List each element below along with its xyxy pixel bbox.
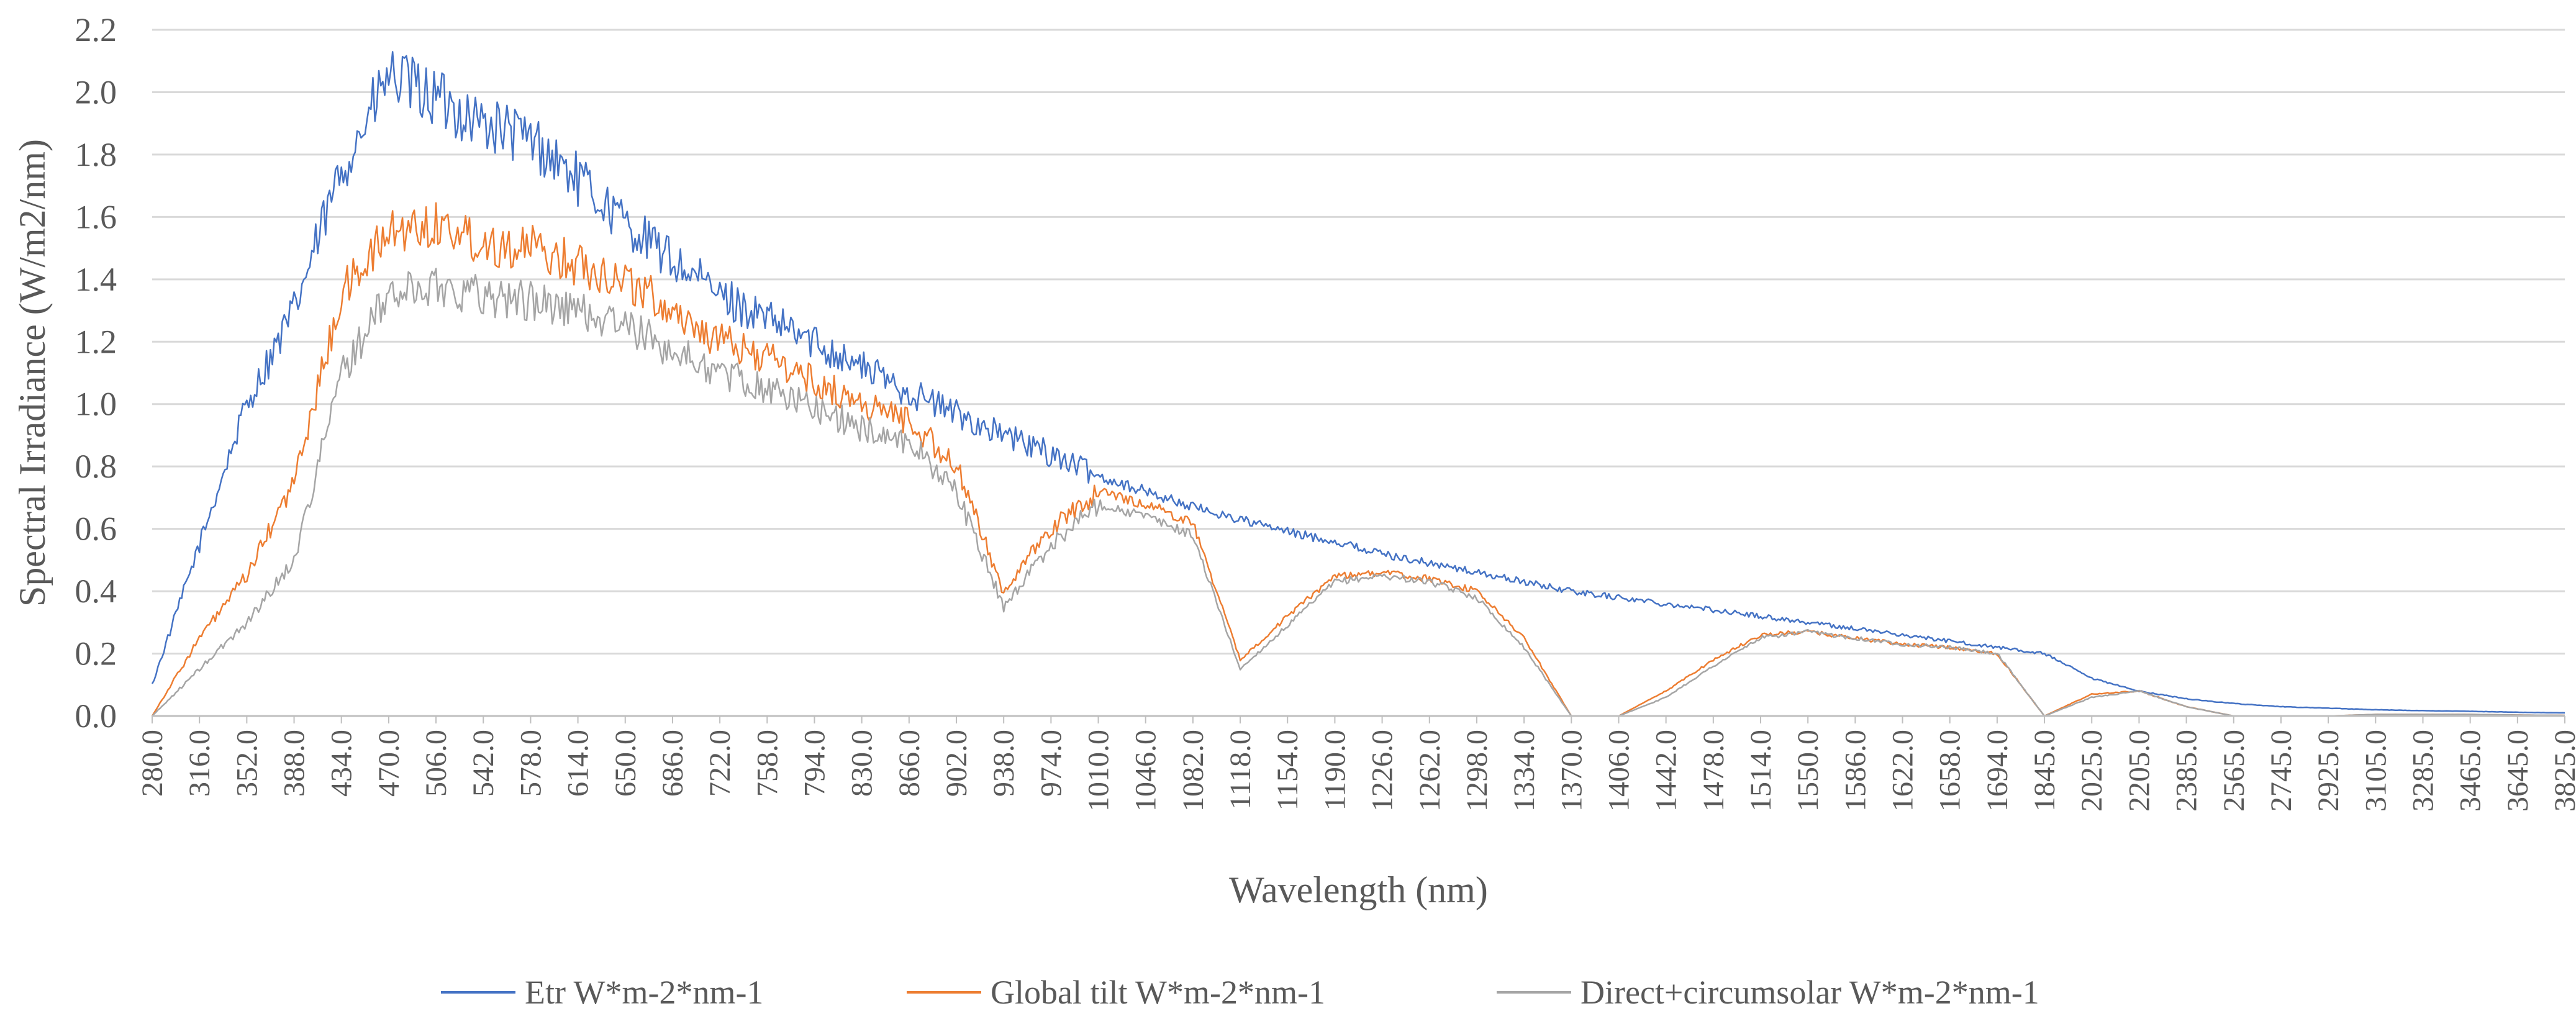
x-tick-label: 434.0 xyxy=(325,730,358,797)
x-tick-label: 830.0 xyxy=(846,730,879,797)
x-tick-label: 686.0 xyxy=(656,730,689,797)
series-line xyxy=(151,51,2565,714)
x-tick-label: 2385.0 xyxy=(2170,730,2203,812)
x-tick-label: 758.0 xyxy=(751,730,784,797)
x-tick-label: 1845.0 xyxy=(2028,730,2061,812)
x-tick-label: 1658.0 xyxy=(1934,730,1967,812)
x-tick-label: 1478.0 xyxy=(1697,730,1730,812)
x-tick-label: 3645.0 xyxy=(2501,730,2534,812)
y-tick-label: 2.2 xyxy=(75,11,117,48)
y-tick-label: 1.0 xyxy=(75,386,117,423)
x-tick-label: 470.0 xyxy=(373,730,406,797)
x-tick-label: 1550.0 xyxy=(1792,730,1825,812)
legend: Etr W*m-2*nm-1 Global tilt W*m-2*nm-1 Dire… xyxy=(441,974,2039,1011)
x-tick-label: 3825.0 xyxy=(2549,730,2576,812)
x-tick-label: 1514.0 xyxy=(1744,730,1777,812)
gridlines xyxy=(152,29,2565,655)
x-tick-label: 280.0 xyxy=(136,730,169,797)
x-tick-label: 614.0 xyxy=(562,730,595,797)
x-tick-label: 1586.0 xyxy=(1839,730,1872,812)
x-tick-label: 1118.0 xyxy=(1224,730,1257,809)
x-tick-label: 1370.0 xyxy=(1555,730,1588,812)
series-lines xyxy=(151,51,2565,717)
y-tick-label: 1.4 xyxy=(75,261,117,298)
y-tick-label: 0.2 xyxy=(75,635,117,673)
x-tick-label: 578.0 xyxy=(514,730,547,797)
x-tick-label: 1082.0 xyxy=(1177,730,1210,812)
x-tick-label: 650.0 xyxy=(609,730,642,797)
x-tick-label: 866.0 xyxy=(893,730,926,797)
y-tick-label: 2.0 xyxy=(75,73,117,111)
x-tick-label: 722.0 xyxy=(704,730,737,797)
x-tick-label: 1334.0 xyxy=(1508,730,1541,812)
y-tick-label: 0.6 xyxy=(75,510,117,548)
y-tick-label: 0.8 xyxy=(75,448,117,485)
x-tick-label: 506.0 xyxy=(420,730,453,797)
x-tick-label: 3105.0 xyxy=(2359,730,2392,812)
y-tick-label: 0.0 xyxy=(75,697,117,735)
x-tick-label: 2565.0 xyxy=(2218,730,2251,812)
y-tick-label: 0.4 xyxy=(75,573,117,610)
x-tick-label: 2025.0 xyxy=(2075,730,2108,812)
x-axis-ticks: 280.0 316.0 352.0 388.0 434.0 470.0 506.0 542.0… xyxy=(136,716,2576,812)
x-tick-label: 1190.0 xyxy=(1318,730,1351,810)
y-axis-ticks: 0.0 0.2 0.4 0.6 0.8 1.0 1.2 1.4 1.6 1.8 2.0 2.2 xyxy=(75,11,117,735)
x-tick-label: 1406.0 xyxy=(1602,730,1635,812)
x-tick-label: 2925.0 xyxy=(2312,730,2345,812)
x-tick-label: 1154.0 xyxy=(1271,730,1304,810)
legend-label: Direct+circumsolar W*m-2*nm-1 xyxy=(1581,974,2039,1011)
x-tick-label: 1262.0 xyxy=(1413,730,1446,812)
x-tick-label: 1010.0 xyxy=(1082,730,1115,812)
x-tick-label: 938.0 xyxy=(987,730,1020,797)
x-tick-label: 316.0 xyxy=(183,730,216,797)
x-tick-label: 1226.0 xyxy=(1366,730,1399,812)
y-tick-label: 1.6 xyxy=(75,198,117,235)
y-tick-label: 1.8 xyxy=(75,136,117,173)
x-tick-label: 352.0 xyxy=(230,730,263,797)
x-tick-label: 1622.0 xyxy=(1887,730,1920,812)
x-tick-label: 3285.0 xyxy=(2406,730,2439,812)
x-tick-label: 1298.0 xyxy=(1461,730,1494,812)
x-tick-label: 1442.0 xyxy=(1650,730,1683,812)
y-tick-label: 1.2 xyxy=(75,323,117,360)
x-tick-label: 1046.0 xyxy=(1130,730,1163,812)
x-tick-label: 542.0 xyxy=(467,730,500,797)
x-tick-label: 974.0 xyxy=(1035,730,1068,797)
x-tick-label: 902.0 xyxy=(940,730,973,797)
x-tick-label: 2205.0 xyxy=(2123,730,2156,812)
x-tick-label: 3465.0 xyxy=(2454,730,2487,812)
y-axis-title: Spectral Irradiance (W/m2/nm) xyxy=(12,139,53,607)
x-tick-label: 794.0 xyxy=(798,730,831,797)
series-line xyxy=(152,268,2565,717)
x-tick-label: 388.0 xyxy=(278,730,311,797)
x-tick-label: 1694.0 xyxy=(1981,730,2014,812)
legend-label: Global tilt W*m-2*nm-1 xyxy=(991,974,1325,1011)
x-axis-title: Wavelength (nm) xyxy=(1229,869,1488,910)
x-tick-label: 2745.0 xyxy=(2265,730,2298,812)
legend-label: Etr W*m-2*nm-1 xyxy=(525,974,763,1011)
